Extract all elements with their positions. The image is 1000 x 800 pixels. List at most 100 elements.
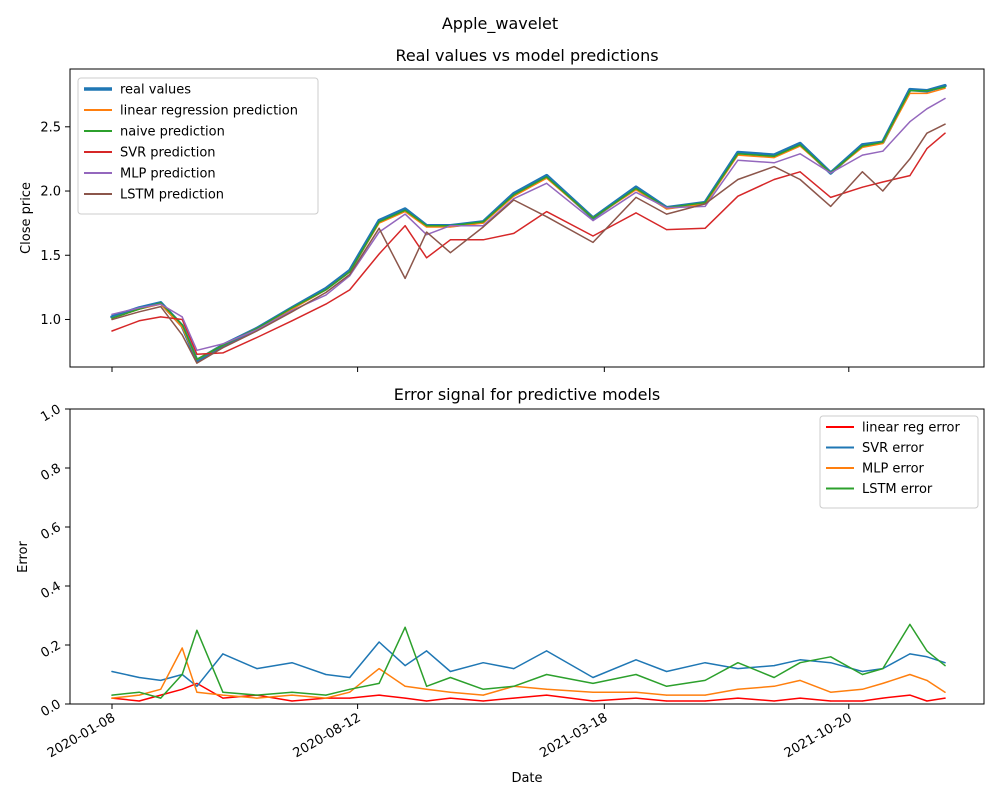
error-point-0-22 (773, 700, 775, 702)
error-point-1-4 (196, 685, 198, 687)
error-point-3-4 (196, 629, 198, 631)
prediction-point-5-12 (426, 231, 428, 233)
prediction-point-3-13 (449, 239, 451, 241)
error-legend-label: LSTM error (862, 482, 933, 497)
error-point-0-10 (378, 694, 380, 696)
error-panel: Error signal for predictive models Error… (16, 385, 985, 786)
prediction-legend-label: naive prediction (120, 125, 225, 140)
error-point-3-2 (160, 697, 162, 699)
error-ytick-label: 0.4 (38, 579, 63, 602)
prediction-point-2-22 (773, 155, 775, 157)
prediction-point-3-24 (830, 196, 832, 198)
error-point-3-9 (349, 688, 351, 690)
error-point-0-24 (830, 700, 832, 702)
prediction-point-4-19 (666, 207, 668, 209)
error-point-2-22 (773, 685, 775, 687)
error-series-line-0 (111, 682, 946, 702)
prediction-ytick-label: 2.0 (40, 185, 61, 200)
prediction-point-4-24 (830, 172, 832, 174)
error-point-2-6 (256, 697, 258, 699)
error-point-1-15 (513, 668, 515, 670)
prediction-series-line-3 (111, 132, 946, 355)
prediction-point-4-22 (773, 162, 775, 164)
error-point-0-27 (909, 694, 911, 696)
error-point-3-6 (256, 694, 258, 696)
prediction-point-2-8 (325, 289, 327, 291)
prediction-point-4-18 (635, 191, 637, 193)
prediction-point-4-2 (160, 303, 162, 305)
error-point-2-27 (909, 673, 911, 676)
prediction-point-3-25 (861, 186, 864, 188)
error-point-1-22 (773, 665, 775, 667)
prediction-point-1-29 (944, 87, 946, 89)
error-legend-label: MLP error (862, 462, 925, 477)
error-ytick-label: 0.0 (38, 697, 63, 720)
prediction-point-4-11 (404, 213, 406, 215)
error-point-0-1 (138, 700, 140, 702)
error-point-3-7 (291, 691, 293, 693)
prediction-point-3-22 (773, 178, 775, 181)
error-point-3-21 (737, 662, 739, 664)
error-point-0-4 (196, 682, 198, 685)
error-xtick-label: 2020-01-08 (45, 710, 118, 761)
prediction-point-0-11 (404, 208, 406, 210)
prediction-panel-ylabel: Close price (19, 182, 34, 254)
error-panel-ylabel: Error (16, 541, 31, 573)
error-point-1-23 (799, 659, 801, 661)
prediction-point-4-3 (181, 316, 183, 318)
error-point-2-4 (196, 691, 198, 693)
error-ytick-label: 0.2 (38, 638, 63, 661)
prediction-legend: real values linear regression prediction n… (77, 77, 319, 215)
error-point-3-22 (773, 676, 775, 679)
prediction-point-5-0 (111, 318, 113, 321)
prediction-xaxis (111, 367, 850, 372)
error-point-1-14 (482, 662, 484, 664)
error-point-2-7 (291, 694, 293, 696)
prediction-point-5-19 (666, 213, 668, 215)
prediction-point-2-2 (160, 302, 162, 304)
error-xtick-label: 2021-03-18 (537, 710, 610, 761)
error-point-3-27 (909, 623, 911, 626)
error-xaxis: 2020-01-08 2020-08-12 2021-03-18 2021-10-20 (45, 704, 855, 761)
error-point-0-12 (426, 700, 428, 702)
error-point-3-1 (138, 691, 140, 693)
prediction-ytick-label: 1.5 (40, 249, 61, 264)
error-point-1-29 (944, 662, 946, 664)
error-xtick-label: 2021-10-20 (782, 710, 855, 761)
prediction-point-5-1 (138, 311, 140, 313)
prediction-point-3-9 (349, 289, 351, 291)
error-point-1-7 (291, 662, 293, 664)
error-point-1-24 (830, 662, 832, 664)
prediction-point-3-27 (909, 175, 911, 177)
error-point-0-9 (349, 697, 351, 699)
error-yaxis: 0.0 0.2 0.4 0.6 0.8 1.0 (38, 402, 70, 720)
error-series-line-1 (111, 641, 946, 688)
prediction-point-0-25 (861, 144, 864, 146)
prediction-lines (110, 83, 947, 364)
prediction-point-3-15 (513, 232, 515, 234)
prediction-ytick-label: 1.0 (40, 313, 61, 328)
prediction-point-3-29 (944, 132, 946, 134)
prediction-point-3-12 (426, 257, 428, 259)
error-ytick-label: 1.0 (38, 402, 63, 425)
error-point-0-20 (704, 700, 706, 702)
prediction-point-2-16 (546, 176, 548, 178)
prediction-point-2-3 (181, 324, 183, 326)
prediction-point-4-23 (799, 153, 801, 155)
prediction-point-3-0 (111, 330, 113, 332)
error-legend-label: linear reg error (862, 421, 960, 436)
error-point-0-17 (592, 700, 594, 702)
prediction-point-3-20 (704, 227, 706, 229)
error-point-3-17 (592, 682, 594, 685)
error-point-0-25 (861, 700, 864, 702)
error-panel-frame (69, 408, 985, 705)
prediction-point-3-10 (378, 253, 380, 255)
prediction-point-1-22 (773, 157, 775, 159)
error-point-3-24 (830, 656, 832, 658)
error-point-2-10 (378, 668, 380, 670)
prediction-point-1-27 (909, 92, 911, 94)
error-point-3-3 (181, 673, 183, 676)
prediction-point-3-6 (256, 336, 258, 339)
prediction-legend-label: LSTM prediction (120, 188, 224, 203)
error-point-3-10 (378, 682, 380, 685)
